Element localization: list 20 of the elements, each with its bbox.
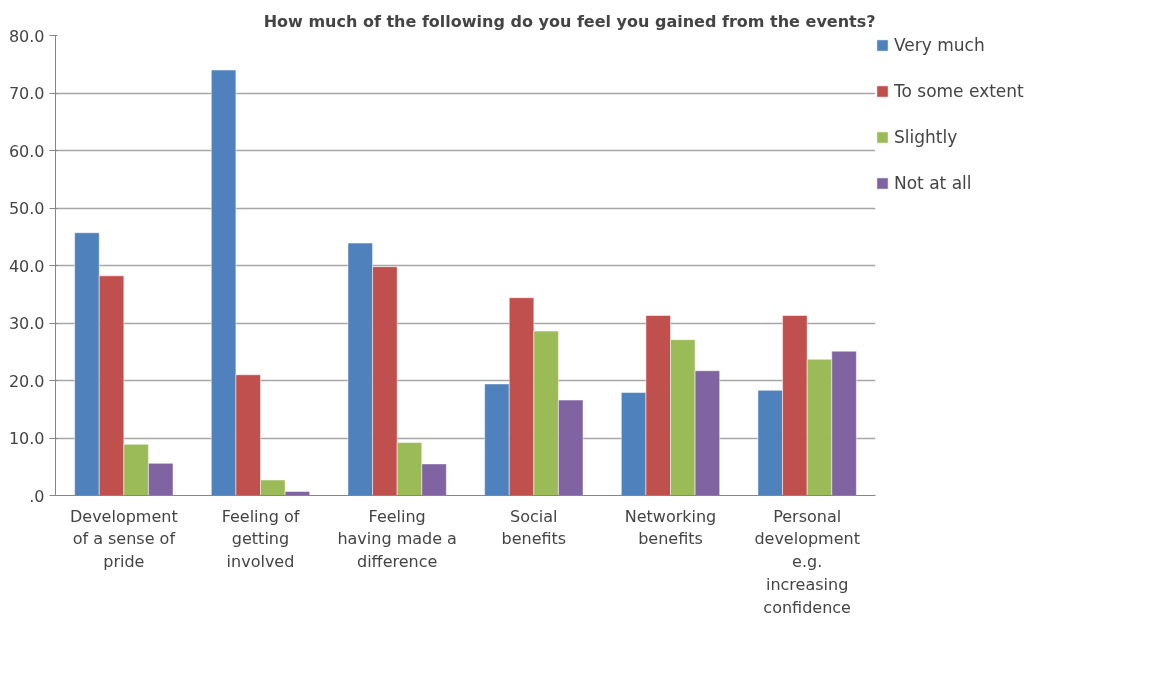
- y-tick-label: 80.0: [8, 26, 45, 46]
- x-tick-label: Development of a sense of pride: [69, 506, 178, 572]
- y-tick-label: 70.0: [8, 84, 45, 103]
- y-tick-label: 30.0: [8, 314, 45, 333]
- legend-label: Slightly: [894, 127, 958, 147]
- y-tick-label: 20.0: [8, 371, 45, 391]
- y-tick-label: .0: [29, 486, 45, 506]
- legend-label: To some extent: [894, 81, 1024, 101]
- y-tick-label: 60.0: [8, 141, 45, 161]
- y-tick-label: 10.0: [8, 429, 45, 448]
- x-tick-label: Social benefits: [501, 506, 567, 549]
- x-tick-label: Personal development e.g. increasing confidence: [754, 506, 860, 617]
- legend-label: Very much: [894, 35, 985, 55]
- legend-label: Not at all: [894, 173, 972, 193]
- chart-title: How much of the following do you feel you gained from the events?: [263, 11, 876, 31]
- y-tick-label: 50.0: [8, 199, 45, 218]
- x-tick-label: Networking benefits: [624, 506, 717, 549]
- x-tick-label: Feeling of getting involved: [221, 506, 300, 572]
- y-tick-label: 40.0: [8, 256, 45, 276]
- x-tick-label: Feeling having made a difference: [337, 506, 457, 572]
